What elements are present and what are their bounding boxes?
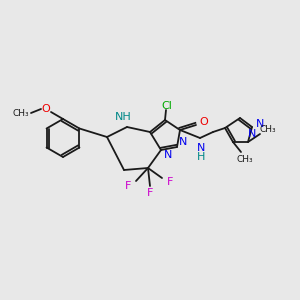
Text: O: O: [200, 117, 208, 127]
Text: N: N: [256, 119, 264, 129]
Text: CH₃: CH₃: [260, 124, 276, 134]
Text: N: N: [179, 137, 187, 147]
Text: Cl: Cl: [162, 101, 172, 111]
Text: NH: NH: [115, 112, 131, 122]
Text: F: F: [167, 177, 173, 187]
Text: N: N: [164, 150, 172, 160]
Text: CH₃: CH₃: [13, 110, 29, 118]
Text: CH₃: CH₃: [237, 154, 253, 164]
Text: H: H: [197, 152, 205, 162]
Text: N: N: [248, 129, 256, 139]
Text: O: O: [42, 104, 50, 114]
Text: F: F: [125, 181, 131, 191]
Text: F: F: [147, 188, 153, 198]
Text: N: N: [197, 143, 205, 153]
